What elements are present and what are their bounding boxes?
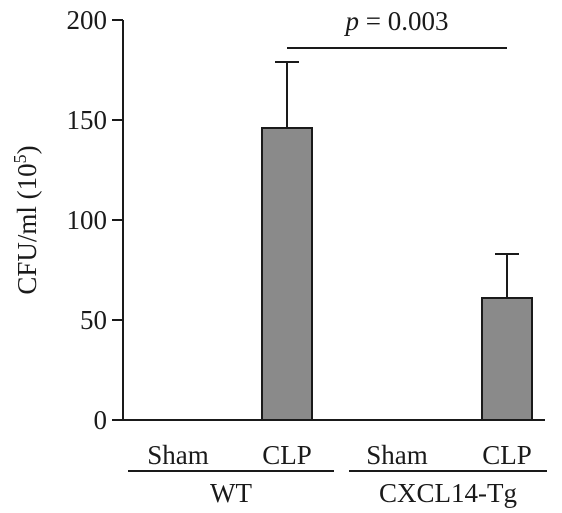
y-tick-label: 0 — [94, 405, 108, 435]
y-axis: 0 50 100 150 200 — [67, 5, 124, 435]
category-label: CLP — [262, 440, 312, 470]
y-tick-label: 100 — [67, 205, 108, 235]
bar-clp-3 — [481, 297, 533, 421]
group-labels: WT CXCL14-Tg — [128, 470, 547, 508]
category-labels: Sham CLP Sham CLP — [147, 440, 532, 470]
group-label: WT — [210, 478, 252, 508]
error-bars — [275, 61, 519, 298]
p-value-label: p = 0.003 — [344, 6, 449, 36]
y-tick-label: 150 — [67, 105, 108, 135]
category-label: Sham — [366, 440, 428, 470]
y-axis-title: CFU/ml (105) — [10, 145, 42, 294]
y-ticks: 0 50 100 150 200 — [67, 5, 123, 435]
y-tick-label: 200 — [67, 5, 108, 35]
category-label: CLP — [482, 440, 532, 470]
y-tick-label: 50 — [80, 305, 107, 335]
category-label: Sham — [147, 440, 209, 470]
group-label: CXCL14-Tg — [379, 478, 517, 508]
bars — [261, 127, 533, 421]
significance-annotation: p = 0.003 — [287, 6, 507, 49]
bar-clp-1 — [261, 127, 313, 421]
